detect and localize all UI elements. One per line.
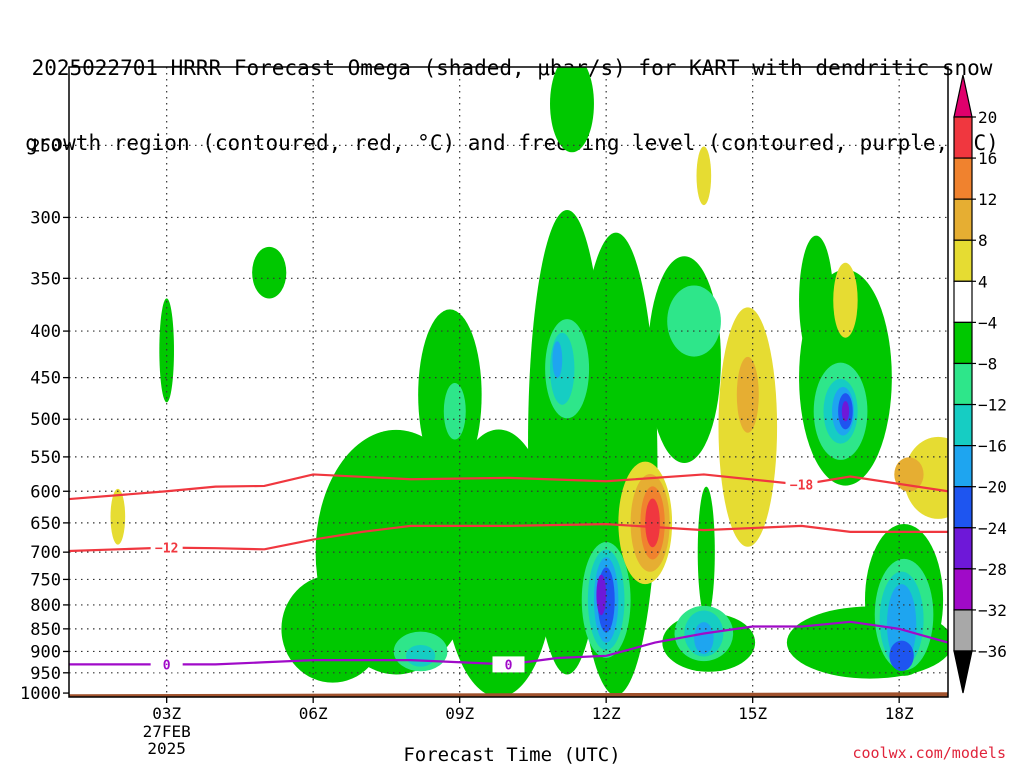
- y-tick-label-400: 400: [30, 322, 61, 342]
- x-tick-label-15Z: 15Z: [738, 704, 767, 723]
- omega-blob-m24_m20: [889, 640, 914, 672]
- omega-blob-m8_m4: [550, 67, 594, 153]
- chart-title: 2025022701 HRRR Forecast Omega (shaded, …: [0, 6, 1024, 181]
- x-tick-label-06Z: 06Z: [299, 704, 328, 723]
- colorbar-box-16_20: [953, 116, 973, 159]
- y-tick-label-350: 350: [30, 269, 61, 289]
- x-tick-label-12Z: 12Z: [592, 704, 621, 723]
- colorbar: 20 16 12 8 4 −4 −8 −12 −16 −20 −24 −28 −32 −36: [953, 74, 1007, 694]
- colorbar-box-m32_m28: [953, 568, 973, 611]
- contour-label-0: 0: [163, 658, 171, 673]
- y-tick-label-750: 750: [30, 570, 61, 590]
- colorbar-label-9: −20: [978, 478, 1007, 497]
- colorbar-box-m36_m32: [953, 609, 973, 652]
- y-axis-ticks: 2503003504004505005506006507007508008509…: [20, 136, 69, 704]
- colorbar-box-4_8: [953, 239, 973, 282]
- y-tick-label-700: 700: [30, 543, 61, 563]
- contour-line-0: [69, 620, 948, 666]
- omega-fills: [110, 67, 948, 697]
- omega-blob-m8_m4: [799, 235, 834, 365]
- omega-blob-m16_m12: [405, 644, 436, 667]
- omega-blob-m20_m16: [552, 341, 563, 379]
- credit-text: coolwx.com/models: [852, 744, 1006, 762]
- colorbar-label-3: 8: [978, 231, 988, 250]
- y-tick-label-850: 850: [30, 620, 61, 640]
- omega-blob-m28_m24: [596, 574, 607, 616]
- omega-blob-m8_m4: [252, 246, 287, 299]
- omega-blob-m28_m24: [841, 401, 850, 422]
- colorbar-label-4: 4: [978, 272, 988, 291]
- contour-label-bg--12: [150, 539, 183, 556]
- omega-blob-4_8: [696, 146, 712, 206]
- colorbar-arrow-bottom: [953, 650, 973, 694]
- colorbar-label-6: −8: [978, 354, 997, 373]
- x-tick-label-03Z: 03Z: [152, 704, 181, 723]
- colorbar-box-m24_m20: [953, 486, 973, 529]
- colorbar-arrow-top: [953, 74, 973, 118]
- chart-title-line1: 2025022701 HRRR Forecast Omega (shaded, …: [31, 56, 993, 80]
- colorbar-box-m20_m16: [953, 445, 973, 488]
- omega-blob-8_12: [894, 457, 924, 492]
- colorbar-box-m28_m24: [953, 527, 973, 570]
- x-axis-label: Forecast Time (UTC): [403, 744, 621, 766]
- y-tick-label-450: 450: [30, 369, 61, 389]
- omega-blob-m8_m4: [442, 429, 555, 697]
- colorbar-label-8: −16: [978, 437, 1007, 456]
- x-tick-label-18Z: 18Z: [885, 704, 914, 723]
- contour-label-bg-0b: [492, 656, 525, 673]
- colorbar-label-1: 16: [978, 149, 997, 168]
- omega-blob-m20_m16: [694, 622, 714, 654]
- y-tick-label-250: 250: [30, 136, 61, 156]
- y-tick-label-500: 500: [30, 410, 61, 430]
- colorbar-label-11: −28: [978, 560, 1007, 579]
- ground-surface: [69, 692, 948, 697]
- colorbar-label-13: −36: [978, 642, 1007, 661]
- colorbar-box-m8_m4: [953, 321, 973, 365]
- colorbar-label-10: −24: [978, 519, 1007, 538]
- colorbar-box-8_12: [953, 198, 973, 241]
- omega-blob-m8_m4: [281, 575, 384, 683]
- colorbar-box-12_16: [953, 157, 973, 200]
- y-tick-label-650: 650: [30, 514, 61, 534]
- chart-title-line2: growth region (contoured, red, °C) and f…: [25, 131, 999, 155]
- omega-blob-m12_m8: [667, 285, 721, 357]
- contour-label-0b: 0: [505, 658, 513, 673]
- colorbar-label-7: −12: [978, 396, 1007, 415]
- contour-label-bg--18: [785, 476, 818, 493]
- omega-blob-m8_m4: [647, 256, 721, 464]
- y-tick-label-900: 900: [30, 642, 61, 662]
- omega-blob-4_8: [110, 488, 126, 545]
- contour-lines: −18 −12 0 0: [69, 473, 948, 673]
- omega-blob-m12_m8: [443, 382, 466, 440]
- colorbar-box-m4_4: [953, 280, 973, 323]
- x-tick-label-09Z: 09Z: [445, 704, 474, 723]
- y-tick-label-600: 600: [30, 482, 61, 502]
- omega-blob-16_20: [645, 498, 660, 548]
- colorbar-box-m12_m8: [953, 362, 973, 406]
- ground-fill: [69, 692, 948, 697]
- colorbar-box-m16_m12: [953, 403, 973, 447]
- plot-frame: [68, 66, 949, 698]
- colorbar-label-12: −32: [978, 601, 1007, 620]
- omega-blob-4_8: [833, 262, 858, 338]
- contour-label--12: −12: [155, 542, 178, 557]
- contour-label-bg-0: [150, 656, 183, 673]
- omega-blob-8_12: [736, 356, 759, 433]
- x-tick-date-1: 2025: [147, 739, 186, 758]
- colorbar-label-5: −4: [978, 313, 997, 332]
- contour-label--18: −18: [790, 479, 814, 494]
- x-tick-date-0: 27FEB: [143, 722, 191, 741]
- colorbar-label-2: 12: [978, 190, 997, 209]
- y-tick-label-300: 300: [30, 208, 61, 228]
- colorbar-label-0: 20: [978, 108, 997, 127]
- y-tick-label-950: 950: [30, 664, 61, 684]
- y-tick-label-1000: 1000: [20, 684, 61, 704]
- y-tick-label-800: 800: [30, 596, 61, 616]
- y-tick-label-550: 550: [30, 448, 61, 468]
